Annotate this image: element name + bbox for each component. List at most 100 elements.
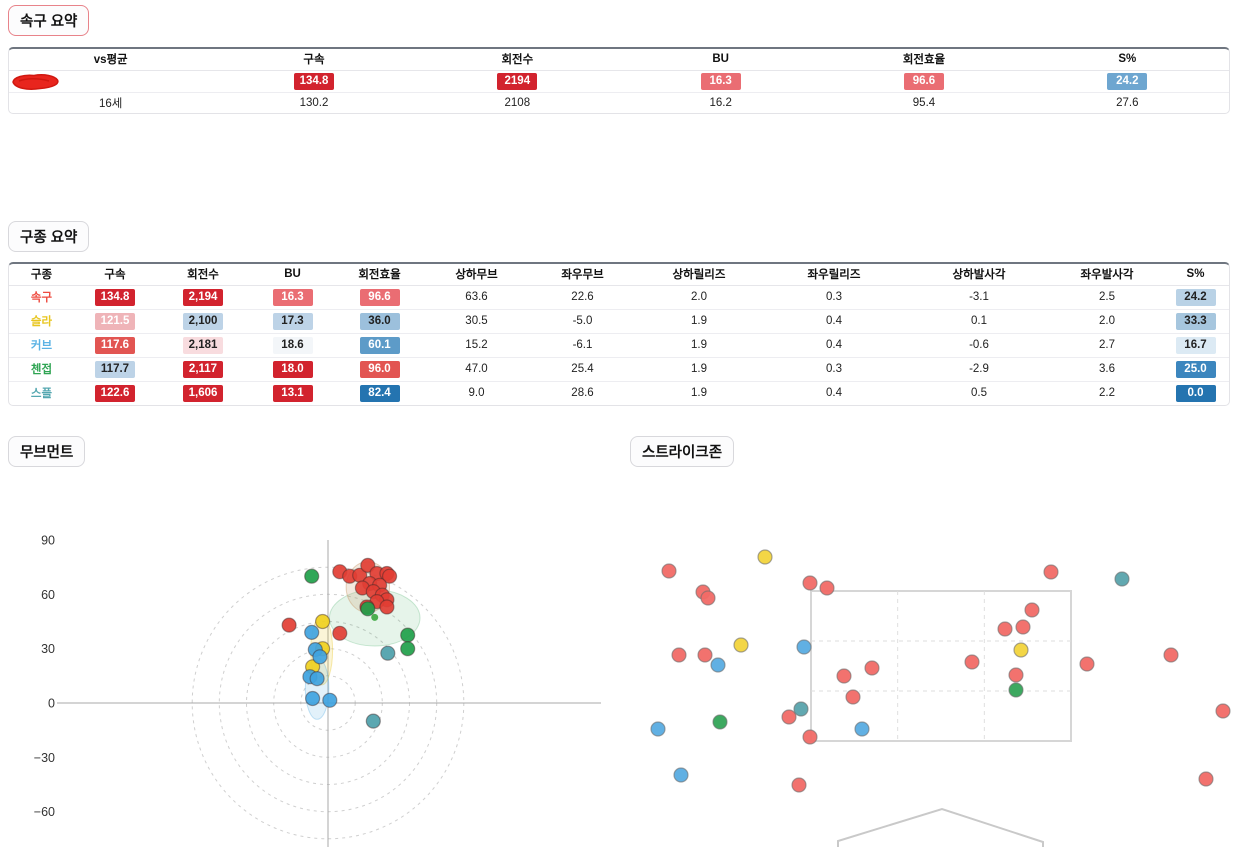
stat-cell: 16.3 (250, 286, 335, 310)
value-badge: 24.2 (1107, 73, 1148, 90)
value-badge: 134.8 (95, 289, 135, 306)
pitch-location-dot-첸접 (1008, 682, 1024, 698)
value-badge: 1,606 (183, 384, 223, 402)
column-header: vs평균 (9, 49, 213, 71)
column-header: BU (250, 264, 335, 286)
value-badge: 96.6 (903, 73, 944, 90)
stat-cell: 60.1 (335, 332, 424, 358)
stat-cell: 1.9 (636, 308, 762, 334)
stat-cell: 2,194 (156, 286, 250, 310)
player-row: 134.8 2194 16.3 96.6 24.2 (9, 71, 1229, 93)
pitch-location-dot-속구 (697, 647, 713, 663)
pitch-location-dot-속구 (1215, 703, 1231, 719)
section-title-text: 스트라이크존 (642, 445, 723, 461)
stat-cell: 63.6 (465, 291, 488, 304)
pitch-location-dot-커브 (796, 639, 812, 655)
value-badge: 60.1 (359, 336, 400, 354)
stat-cell: -0.6 (906, 332, 1052, 358)
value-badge: 96.6 (359, 289, 400, 306)
pitch-name-cell: 속구 (30, 292, 53, 305)
section-title-text: 구종 요약 (20, 230, 78, 246)
pitch-row-커브: 커브 117.6 2,181 18.6 60.1 15.2 -6.1 1.9 0.4 -0.6 2.… (9, 332, 1229, 358)
column-header: 구종 (9, 264, 74, 286)
movement-dot-첸접 (400, 641, 416, 657)
section-title-text: 무브먼트 (20, 445, 74, 461)
movement-dot-첸접 (360, 601, 376, 617)
header-row: vs평균 구속 회전수 BU 회전효율 S% (9, 49, 1229, 71)
value-badge: 2,181 (183, 336, 223, 354)
movement-dot-스플 (365, 713, 381, 729)
value-badge: 82.4 (359, 384, 400, 402)
section-title-text: 속구 요약 (20, 14, 78, 30)
stat-cell: 1.9 (636, 380, 762, 405)
movement-dot-속구 (379, 599, 395, 615)
movement-dot-속구 (281, 617, 297, 633)
column-header: 구속 (212, 49, 416, 71)
stat-cell: 2,117 (156, 356, 250, 382)
value-badge: 121.5 (95, 312, 135, 330)
stat-cell: 36.0 (335, 308, 424, 334)
column-header: S% (1162, 264, 1229, 286)
stat-cell: 121.5 (74, 308, 156, 334)
stat-cell: 0.5 (906, 380, 1052, 405)
stat-cell: 0.4 (762, 332, 906, 358)
y-tick-label: 0 (48, 697, 55, 711)
stat-cell: 117.7 (74, 356, 156, 382)
stat-cell: -6.1 (529, 332, 636, 358)
y-tick-label: 60 (41, 588, 55, 602)
stat-cell: 96.6 (822, 71, 1025, 93)
column-header: 회전효율 (822, 49, 1026, 71)
pitch-location-dot-속구 (997, 621, 1013, 637)
stat-cell: 0.4 (762, 380, 906, 405)
movement-dot-첸접 (304, 568, 320, 584)
value-badge: 0.0 (1175, 384, 1216, 402)
pitch-name-cell: 첸접 (9, 356, 74, 382)
value-badge: 13.1 (272, 384, 313, 402)
movement-dot-속구 (332, 625, 348, 641)
section-title-movement: 무브먼트 (8, 436, 86, 467)
stat-cell: 2.2 (1052, 380, 1162, 405)
stat-cell: 0.4 (762, 308, 906, 334)
pitch-location-dot-속구 (1008, 667, 1024, 683)
movement-dot-커브 (312, 649, 328, 665)
stat-cell: 27.6 (1025, 92, 1229, 113)
column-header: BU (618, 49, 823, 71)
stat-cell: 24.2 (1162, 286, 1229, 310)
stat-cell: 24.2 (1026, 71, 1229, 93)
stat-cell: 28.6 (529, 380, 636, 405)
stat-cell: 16.2 (618, 92, 823, 113)
pitch-row-슬라: 슬라 121.5 2,100 17.3 36.0 30.5 -5.0 1.9 0.4 0.1 2.0… (9, 308, 1229, 334)
value-badge: 117.7 (95, 360, 135, 378)
pitch-name-cell: 커브 (9, 332, 74, 358)
stat-cell: -5.0 (529, 308, 636, 334)
stat-cell: 1.9 (636, 332, 762, 358)
stat-cell: 16.3 (619, 71, 822, 93)
column-header: S% (1025, 49, 1229, 71)
stat-cell: 18.6 (250, 332, 335, 358)
stat-cell: 17.3 (250, 308, 335, 334)
header-row: 구종 구속 회전수 BU 회전효율 상하무브 좌우무브 상하릴리즈 좌우릴리즈 상하발사각 좌우발사… (9, 264, 1229, 286)
movement-dot-속구 (382, 568, 398, 584)
stat-cell: 134.8 (212, 71, 415, 93)
pitch-location-dot-속구 (845, 689, 861, 705)
movement-dot-슬라 (315, 613, 331, 630)
stat-cell: 18.0 (250, 356, 335, 382)
pitch-row-속구: 속구 134.8 2,194 16.3 96.6 63.6 22.6 2.0 0.3 -3.1 2.… (9, 286, 1229, 310)
redacted-player-name (12, 74, 59, 90)
pitch-location-dot-속구 (791, 777, 807, 793)
pitch-location-dot-속구 (1015, 619, 1031, 635)
home-plate-outline (837, 807, 1044, 847)
column-header: 상하무브 (424, 264, 529, 286)
movement-dot-첸접 (400, 627, 416, 643)
pitch-location-dot-스플 (793, 701, 809, 717)
value-badge: 24.2 (1175, 289, 1216, 306)
stat-cell: 0.1 (906, 308, 1052, 334)
value-badge: 17.3 (272, 312, 313, 330)
stat-cell: 0.3 (826, 291, 842, 304)
stat-cell: 130.2 (212, 92, 416, 113)
column-header: 구속 (74, 264, 156, 286)
pitch-location-dot-커브 (854, 721, 870, 737)
stat-cell: 134.8 (74, 286, 156, 310)
pitch-location-dot-속구 (1079, 656, 1095, 672)
